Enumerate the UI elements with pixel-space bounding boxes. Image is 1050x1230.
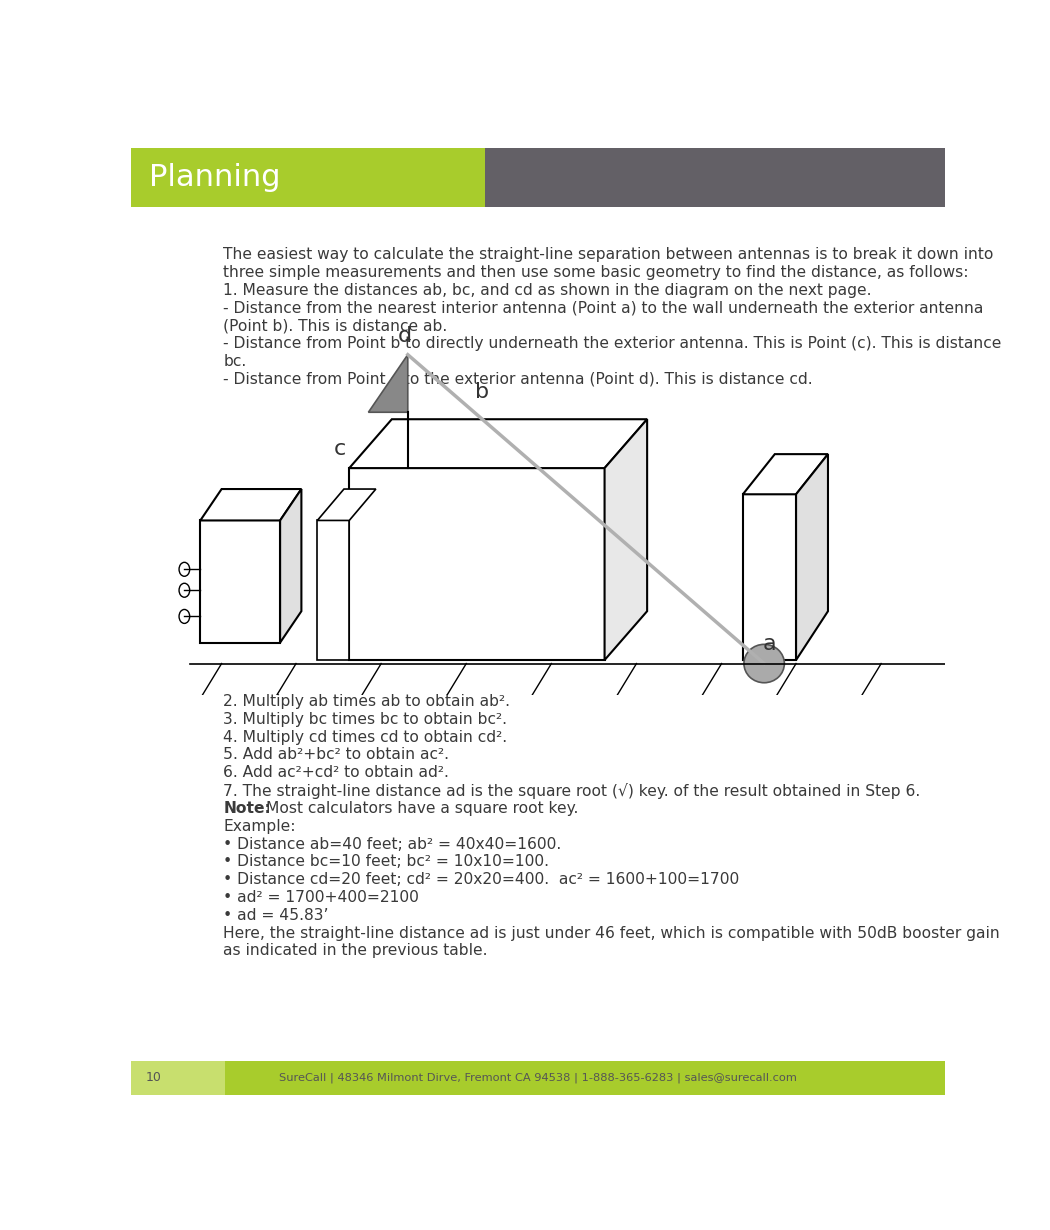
Bar (485, 148, 945, 208)
Polygon shape (317, 520, 350, 661)
Text: 10: 10 (146, 1071, 162, 1084)
Text: • Distance bc=10 feet; bc² = 10x10=100.: • Distance bc=10 feet; bc² = 10x10=100. (224, 855, 549, 870)
Bar (225, 1060, 945, 1095)
Polygon shape (743, 454, 828, 494)
Text: (Point b). This is distance ab.: (Point b). This is distance ab. (224, 319, 447, 333)
Text: 7. The straight-line distance ad is the square root (√) key. of the result obtai: 7. The straight-line distance ad is the … (224, 784, 921, 800)
Ellipse shape (180, 609, 190, 624)
Text: bc.: bc. (224, 354, 247, 369)
Text: Here, the straight-line distance ad is just under 46 feet, which is compatible w: Here, the straight-line distance ad is j… (224, 925, 1000, 941)
Text: 5. Add ab²+bc² to obtain ac².: 5. Add ab²+bc² to obtain ac². (224, 748, 449, 763)
Polygon shape (317, 490, 376, 520)
Ellipse shape (744, 645, 784, 683)
Text: Most calculators have a square root key.: Most calculators have a square root key. (267, 801, 579, 815)
Polygon shape (605, 419, 647, 661)
Text: - Distance from Point c to the exterior antenna (Point d). This is distance cd.: - Distance from Point c to the exterior … (224, 371, 813, 386)
Text: 3. Multiply bc times bc to obtain bc².: 3. Multiply bc times bc to obtain bc². (224, 712, 507, 727)
Polygon shape (796, 454, 828, 661)
Text: • Distance ab=40 feet; ab² = 40x40=1600.: • Distance ab=40 feet; ab² = 40x40=1600. (224, 836, 562, 851)
Text: d: d (398, 326, 412, 346)
Text: 4. Multiply cd times cd to obtain cd².: 4. Multiply cd times cd to obtain cd². (224, 729, 507, 744)
Text: • ad = 45.83’: • ad = 45.83’ (224, 908, 329, 922)
Text: - Distance from Point b to directly underneath the exterior antenna. This is Poi: - Distance from Point b to directly unde… (224, 336, 1002, 351)
Text: 6. Add ac²+cd² to obtain ad².: 6. Add ac²+cd² to obtain ad². (224, 765, 449, 780)
Ellipse shape (180, 583, 190, 598)
Polygon shape (369, 354, 407, 412)
Bar (131, 1060, 225, 1095)
Text: - Distance from the nearest interior antenna (Point a) to the wall underneath th: - Distance from the nearest interior ant… (224, 300, 984, 315)
Text: • ad² = 1700+400=2100: • ad² = 1700+400=2100 (224, 891, 419, 905)
Polygon shape (201, 520, 280, 642)
Text: 2. Multiply ab times ab to obtain ab².: 2. Multiply ab times ab to obtain ab². (224, 694, 510, 708)
Polygon shape (350, 419, 647, 469)
Text: Planning: Planning (149, 162, 280, 192)
Polygon shape (201, 490, 301, 520)
Bar (131, 148, 485, 208)
Text: 1. Measure the distances ab, bc, and cd as shown in the diagram on the next page: 1. Measure the distances ab, bc, and cd … (224, 283, 872, 298)
Text: SureCall | 48346 Milmont Dirve, Fremont CA 94538 | 1-888-365-6283 | sales@sureca: SureCall | 48346 Milmont Dirve, Fremont … (279, 1073, 797, 1082)
Text: • Distance cd=20 feet; cd² = 20x20=400.  ac² = 1600+100=1700: • Distance cd=20 feet; cd² = 20x20=400. … (224, 872, 739, 887)
Text: Example:: Example: (224, 819, 296, 834)
Text: a: a (762, 633, 776, 654)
Text: as indicated in the previous table.: as indicated in the previous table. (224, 943, 487, 958)
Text: b: b (476, 381, 489, 402)
Text: The easiest way to calculate the straight-line separation between antennas is to: The easiest way to calculate the straigh… (224, 247, 993, 262)
Text: c: c (334, 439, 346, 459)
Polygon shape (743, 494, 796, 661)
Polygon shape (280, 490, 301, 642)
Text: three simple measurements and then use some basic geometry to find the distance,: three simple measurements and then use s… (224, 264, 969, 280)
Ellipse shape (180, 562, 190, 577)
Polygon shape (350, 469, 605, 661)
Text: Note:: Note: (224, 801, 271, 815)
